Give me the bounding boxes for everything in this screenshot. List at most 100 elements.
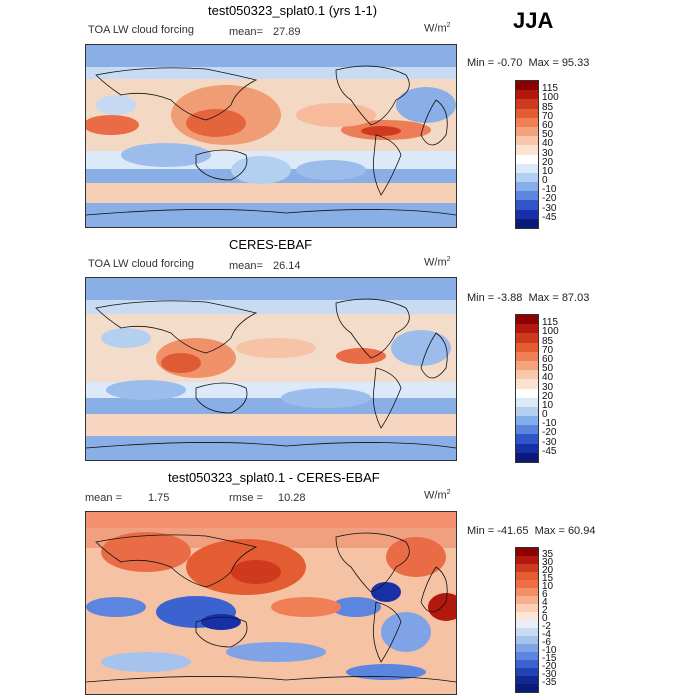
colorbar-swatch xyxy=(516,604,538,612)
colorbar-swatch xyxy=(516,342,538,352)
colorbar-swatch xyxy=(516,182,538,192)
colorbar-tick-label: 70 xyxy=(542,344,554,356)
colorbar-swatch xyxy=(516,388,538,398)
colorbar-tick-label: 20 xyxy=(542,156,554,168)
colorbar-swatch xyxy=(516,154,538,164)
colorbar-swatch xyxy=(516,434,538,444)
colorbar-swatch xyxy=(516,580,538,588)
colorbar-swatch xyxy=(516,126,538,137)
colorbar-tick-label: -30 xyxy=(542,436,557,448)
colorbar-swatch xyxy=(516,333,538,343)
colorbar-tick-label: 50 xyxy=(542,363,554,375)
colorbar-tick-label: -35 xyxy=(542,677,557,688)
panel1-colorbar xyxy=(515,80,539,229)
colorbar-tick-label: 10 xyxy=(542,581,554,592)
colorbar-tick-label: 115 xyxy=(542,83,558,95)
colorbar-tick-label: -20 xyxy=(542,661,557,672)
colorbar-swatch xyxy=(516,360,538,371)
colorbar-tick-label: 115 xyxy=(542,317,558,329)
panel1-minmax: Min = -0.70 Max = 95.33 xyxy=(467,57,590,69)
colorbar-swatch xyxy=(516,406,538,417)
colorbar-swatch xyxy=(516,90,538,100)
colorbar-tick-label: 40 xyxy=(542,372,554,384)
panel1-title: test050323_splat0.1 (yrs 1-1) xyxy=(208,3,378,18)
colorbar-tick-label: 10 xyxy=(542,165,554,177)
colorbar-swatch xyxy=(516,370,538,380)
colorbar-swatch xyxy=(516,172,538,183)
colorbar-swatch xyxy=(516,209,538,219)
panel1-mean-value: 27.89 xyxy=(273,26,301,38)
colorbar-swatch xyxy=(516,416,538,426)
colorbar-tick-label: -45 xyxy=(542,445,557,457)
colorbar-swatch xyxy=(516,145,538,155)
colorbar-tick-label: 85 xyxy=(542,335,554,347)
colorbar-swatch xyxy=(516,379,538,389)
colorbar-swatch xyxy=(516,452,538,462)
panel2-mean-value: 26.14 xyxy=(273,260,301,272)
panel1-mean-label: mean= xyxy=(229,26,263,38)
panel2-title: CERES-EBAF xyxy=(229,237,313,252)
colorbar-tick-label: 0 xyxy=(542,175,548,187)
panel3-rmse-label: rmse = xyxy=(229,492,263,504)
panel2-colorbar xyxy=(515,314,539,463)
colorbar-tick-label: 60 xyxy=(542,119,554,131)
colorbar-swatch xyxy=(516,443,538,453)
colorbar-tick-label: 20 xyxy=(542,390,554,402)
panel3-title: test050323_splat0.1 - CERES-EBAF xyxy=(168,470,380,485)
colorbar-tick-label: 6 xyxy=(542,589,548,600)
season-label: JJA xyxy=(513,8,554,33)
colorbar-tick-label: 30 xyxy=(542,147,554,159)
colorbar-tick-label: 100 xyxy=(542,92,559,104)
colorbar-tick-label: -10 xyxy=(542,645,557,656)
colorbar-swatch xyxy=(516,588,538,596)
colorbar-swatch xyxy=(516,108,538,118)
colorbar-tick-label: 50 xyxy=(542,129,554,141)
colorbar-tick-label: 2 xyxy=(542,605,548,616)
colorbar-swatch xyxy=(516,218,538,228)
colorbar-tick-label: -10 xyxy=(542,418,557,430)
colorbar-swatch xyxy=(516,99,538,109)
colorbar-swatch xyxy=(516,636,538,644)
colorbar-swatch xyxy=(516,136,538,146)
colorbar-swatch xyxy=(516,425,538,435)
colorbar-swatch xyxy=(516,163,538,173)
colorbar-swatch xyxy=(516,676,538,684)
colorbar-swatch xyxy=(516,556,538,564)
panel2-minmax: Min = -3.88 Max = 87.03 xyxy=(467,292,590,304)
colorbar-tick-label: -4 xyxy=(542,629,551,640)
colorbar-swatch xyxy=(516,668,538,676)
colorbar-swatch xyxy=(516,644,538,652)
colorbar-tick-label: 100 xyxy=(542,326,559,338)
colorbar-tick-label: 70 xyxy=(542,110,554,122)
colorbar-swatch xyxy=(516,397,538,407)
colorbar-swatch xyxy=(516,200,538,210)
panel1-units: W/m2 xyxy=(424,22,451,35)
colorbar-tick-label: -45 xyxy=(542,211,557,223)
panel2-field-label: TOA LW cloud forcing xyxy=(88,258,194,270)
colorbar-swatch xyxy=(516,315,538,325)
panel1-field-label: TOA LW cloud forcing xyxy=(88,24,194,36)
panel2-mean-label: mean= xyxy=(229,260,263,272)
colorbar-tick-label: 10 xyxy=(542,399,554,411)
colorbar-tick-label: 30 xyxy=(542,557,554,568)
colorbar-tick-label: -20 xyxy=(542,427,557,439)
colorbar-tick-label: -2 xyxy=(542,621,551,632)
colorbar-tick-label: 60 xyxy=(542,353,554,365)
colorbar-swatch xyxy=(516,572,538,580)
colorbar-tick-label: -20 xyxy=(542,193,557,205)
colorbar-tick-label: 4 xyxy=(542,597,548,608)
colorbar-swatch xyxy=(516,117,538,127)
colorbar-swatch xyxy=(516,612,538,620)
colorbar-tick-label: 40 xyxy=(542,138,554,150)
panel3-minmax: Min = -41.65 Max = 60.94 xyxy=(467,525,596,537)
colorbar-tick-label: 0 xyxy=(542,613,548,624)
colorbar-tick-label: 0 xyxy=(542,409,548,421)
panel2-map xyxy=(85,277,457,461)
colorbar-tick-label: 20 xyxy=(542,565,554,576)
panel3-mean-label: mean = xyxy=(85,492,122,504)
colorbar-swatch xyxy=(516,596,538,604)
colorbar-tick-label: -6 xyxy=(542,637,551,648)
colorbar-swatch xyxy=(516,684,538,692)
colorbar-tick-label: -10 xyxy=(542,184,557,196)
colorbar-swatch xyxy=(516,620,538,628)
